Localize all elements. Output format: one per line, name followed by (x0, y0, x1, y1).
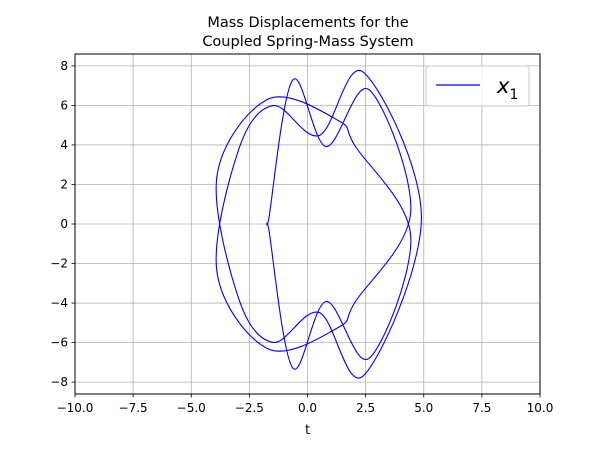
y-tick-label-1: −6 (50, 336, 68, 350)
x-tick-label-8: 10.0 (527, 401, 554, 415)
chart-title-line-1: Mass Displacements for the (207, 15, 408, 31)
legend-box (425, 65, 530, 107)
y-tick-label-0: −8 (50, 375, 68, 389)
legend-series-subscript: 1 (509, 87, 518, 103)
legend: x1 (425, 65, 530, 107)
x-tick-label-4: 0.0 (298, 401, 317, 415)
y-tick-label-2: −4 (50, 296, 68, 310)
y-tick-label-8: 8 (60, 59, 68, 73)
y-tick-label-4: 0 (60, 217, 68, 231)
y-tick-label-6: 4 (60, 138, 68, 152)
y-tick-label-7: 6 (60, 98, 68, 112)
y-tick-label-5: 2 (60, 177, 68, 191)
series-layer (215, 69, 422, 379)
x-tick-label-5: 2.5 (356, 401, 375, 415)
x-tick-label-7: 7.5 (472, 401, 491, 415)
legend-series-name: x (496, 74, 510, 98)
x-tick-label-0: −10.0 (57, 401, 94, 415)
axis-ticks: −10.0 −7.5 −5.0 −2.5 0.0 2.5 5.0 7.5 10.0 −8 −6 −4 −… (50, 59, 553, 415)
x-tick-label-3: −2.5 (235, 401, 264, 415)
chart-title-line-2: Coupled Spring-Mass System (202, 34, 413, 50)
y-tick-label-3: −2 (50, 257, 68, 271)
legend-series-label: x1 (496, 74, 518, 103)
series-line-0 (215, 69, 422, 379)
x-axis-label: t (305, 423, 310, 438)
x-tick-label-1: −7.5 (119, 401, 148, 415)
x-tick-label-2: −5.0 (177, 401, 206, 415)
x-tick-label-6: 5.0 (414, 401, 433, 415)
